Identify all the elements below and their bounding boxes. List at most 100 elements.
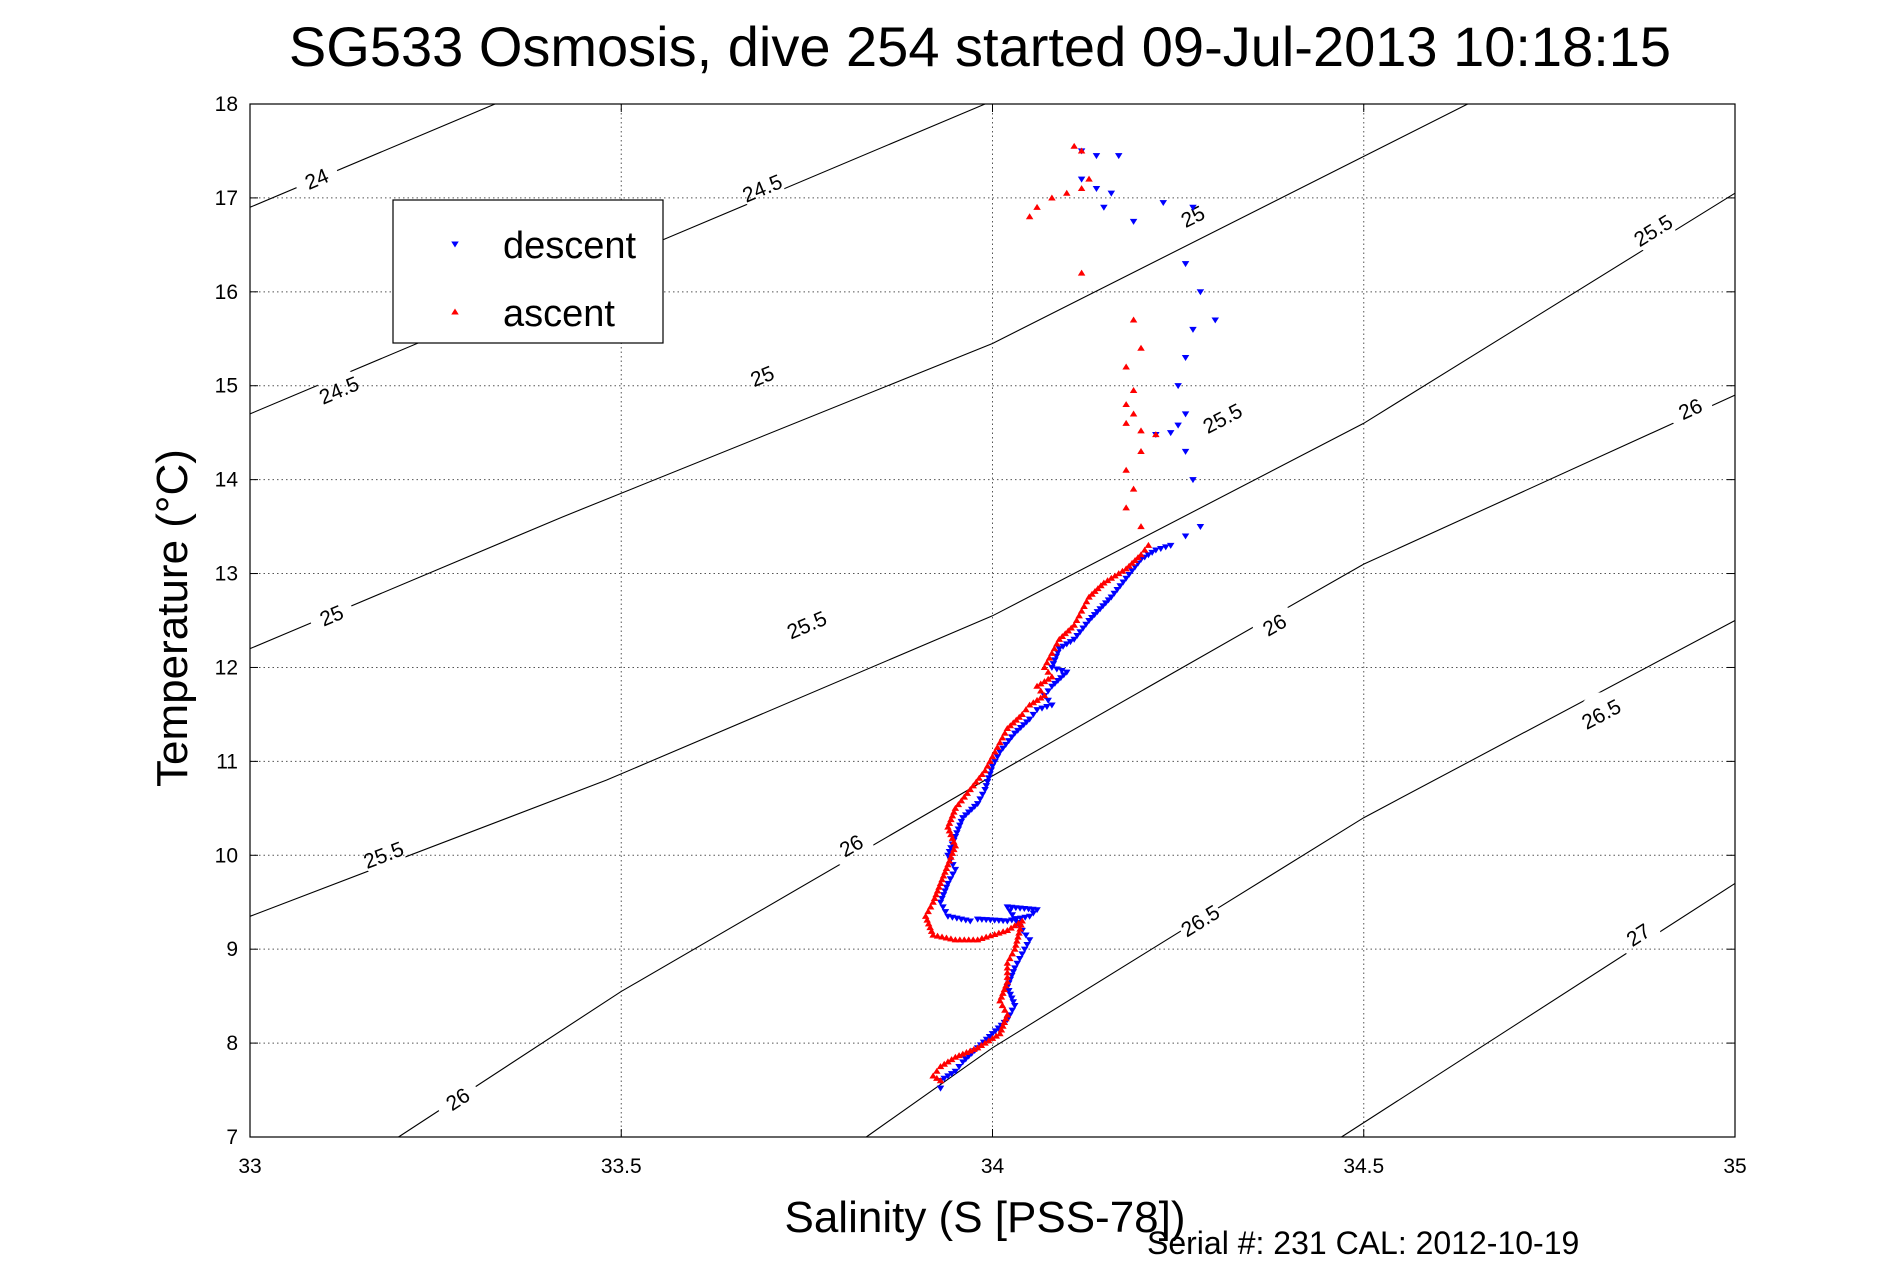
descent-track-marker [985,775,993,782]
ascent-track-marker [975,774,983,781]
descent-track-marker [1059,643,1067,650]
ascent-point [966,786,974,793]
descent-track-marker [978,791,987,798]
descent-track-marker [1011,916,1019,923]
ascent-track-marker [1061,630,1070,637]
y-tick-label: 12 [215,656,238,679]
descent-track-marker [949,871,957,878]
ascent-point [1070,142,1078,149]
ascent-point [1137,448,1145,455]
x-axis-label: Salinity (S [PSS-78]) [784,1193,1185,1242]
descent-point [1018,951,1026,958]
ascent-track-marker [964,936,973,943]
ascent-track-marker [1009,719,1018,726]
ascent-track-marker [972,778,980,785]
ascent-point [1137,344,1145,351]
descent-track-marker [1029,906,1037,913]
ascent-track-marker [956,936,964,943]
ascent-track-marker [1044,668,1052,675]
ascent-track-marker [1067,624,1075,631]
descent-track-marker [976,796,984,803]
descent-track-marker [1009,969,1018,976]
ascent-track-marker [1006,955,1014,962]
density-contour-line [865,620,1736,1138]
descent-point [1025,937,1034,944]
ascent-point [1122,419,1130,426]
ascent-track-marker [1080,602,1088,609]
ascent-track-marker [1072,617,1081,624]
y-tick-label: 8 [226,1032,238,1055]
descent-track-marker [942,884,951,891]
ascent-point [1152,431,1160,438]
series-ascent [921,142,1160,1084]
ascent-point [1137,427,1145,434]
descent-track-marker [1125,571,1133,578]
descent-track-marker [955,1064,963,1071]
ascent-track-marker [944,1058,952,1065]
ascent-track-marker [1016,925,1024,932]
ascent-track-marker [1082,598,1091,605]
ascent-point [929,898,937,905]
descent-point [1092,153,1101,160]
axis-ticks: 33 33.5 34 34.5 35 7 8 9 10 11 12 13 14 15 16 17 18 [215,93,1747,1178]
ascent-point [1129,410,1138,417]
descent-point [1174,422,1182,429]
descent-track-marker [1076,629,1084,636]
descent-track-marker [1020,905,1029,912]
ascent-track-marker [960,936,969,943]
ascent-track-marker [983,762,992,769]
descent-track-marker [1002,741,1010,748]
descent-track-marker [1008,734,1016,741]
ascent-track-marker [969,936,977,943]
ascent-track-marker [1037,694,1045,701]
ascent-track-marker [1058,633,1067,640]
descent-track-marker [962,812,970,819]
descent-track-marker [938,895,946,902]
y-tick-label: 15 [215,375,238,398]
descent-point [1181,261,1190,268]
ascent-track-marker [1118,567,1127,574]
descent-point [1011,730,1019,737]
x-tick-label: 34.5 [1343,1155,1384,1178]
descent-point [1166,430,1175,437]
ascent-track-marker [1012,716,1021,723]
ascent-track-marker [933,1074,941,1081]
ascent-track-marker [1134,554,1142,561]
descent-track-marker [1016,905,1024,912]
ascent-track-marker [1008,950,1017,957]
ascent-track-marker [947,1056,956,1063]
ascent-point [1077,185,1086,192]
descent-track-marker [1051,680,1059,687]
ascent-point [1122,401,1130,408]
ascent-track-marker [997,1026,1006,1033]
ascent-track-marker [1075,612,1083,619]
ascent-track-marker [938,876,946,883]
y-tick-label: 7 [226,1126,238,1149]
ascent-track-marker [1033,696,1041,703]
ascent-track-marker [947,935,955,942]
descent-track-marker [1024,906,1033,913]
ascent-point [988,753,997,760]
descent-track-marker [940,1075,948,1082]
ascent-track-marker [1091,587,1099,594]
descent-track-marker [1044,688,1052,695]
ascent-track-marker [992,1032,1000,1039]
descent-track-marker [939,904,947,911]
descent-point [1003,918,1012,925]
x-tick-label: 34 [981,1155,1005,1178]
ascent-point [981,767,989,774]
descent-point [1033,907,1041,914]
ascent-track-marker [1064,627,1072,634]
descent-track-marker [1058,668,1066,675]
ascent-track-marker [999,928,1007,935]
density-contour-line [249,103,1468,650]
ascent-track-marker [959,1050,967,1057]
ascent-track-marker [1001,1006,1009,1013]
ascent-track-marker [1015,713,1023,720]
descent-point [1033,707,1041,714]
descent-point [1011,965,1019,972]
ascent-track-marker [955,1052,963,1059]
descent-track-marker [1008,912,1017,919]
